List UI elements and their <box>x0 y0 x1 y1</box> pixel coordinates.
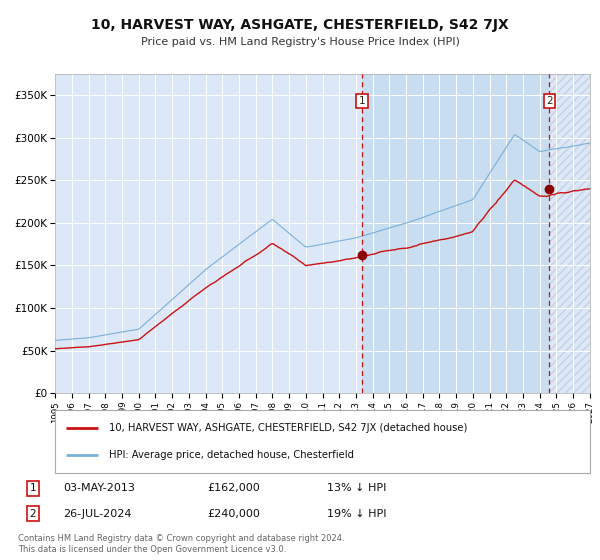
Text: £240,000: £240,000 <box>207 508 260 519</box>
Text: 2: 2 <box>29 508 37 519</box>
Text: £162,000: £162,000 <box>207 483 260 493</box>
Text: 2: 2 <box>546 96 553 106</box>
Text: HPI: Average price, detached house, Chesterfield: HPI: Average price, detached house, Ches… <box>109 450 353 460</box>
Text: Price paid vs. HM Land Registry's House Price Index (HPI): Price paid vs. HM Land Registry's House … <box>140 37 460 47</box>
Bar <box>549 74 590 393</box>
Text: 10, HARVEST WAY, ASHGATE, CHESTERFIELD, S42 7JX (detached house): 10, HARVEST WAY, ASHGATE, CHESTERFIELD, … <box>109 423 467 433</box>
Text: 13% ↓ HPI: 13% ↓ HPI <box>327 483 386 493</box>
Text: 26-JUL-2024: 26-JUL-2024 <box>63 508 131 519</box>
Text: 19% ↓ HPI: 19% ↓ HPI <box>327 508 386 519</box>
Text: 1: 1 <box>359 96 365 106</box>
Text: 10, HARVEST WAY, ASHGATE, CHESTERFIELD, S42 7JX: 10, HARVEST WAY, ASHGATE, CHESTERFIELD, … <box>91 18 509 32</box>
Bar <box>362 74 549 393</box>
Text: This data is licensed under the Open Government Licence v3.0.: This data is licensed under the Open Gov… <box>18 545 286 554</box>
Bar <box>549 74 590 393</box>
Text: Contains HM Land Registry data © Crown copyright and database right 2024.: Contains HM Land Registry data © Crown c… <box>18 534 344 543</box>
Text: 03-MAY-2013: 03-MAY-2013 <box>63 483 135 493</box>
Text: 1: 1 <box>29 483 37 493</box>
